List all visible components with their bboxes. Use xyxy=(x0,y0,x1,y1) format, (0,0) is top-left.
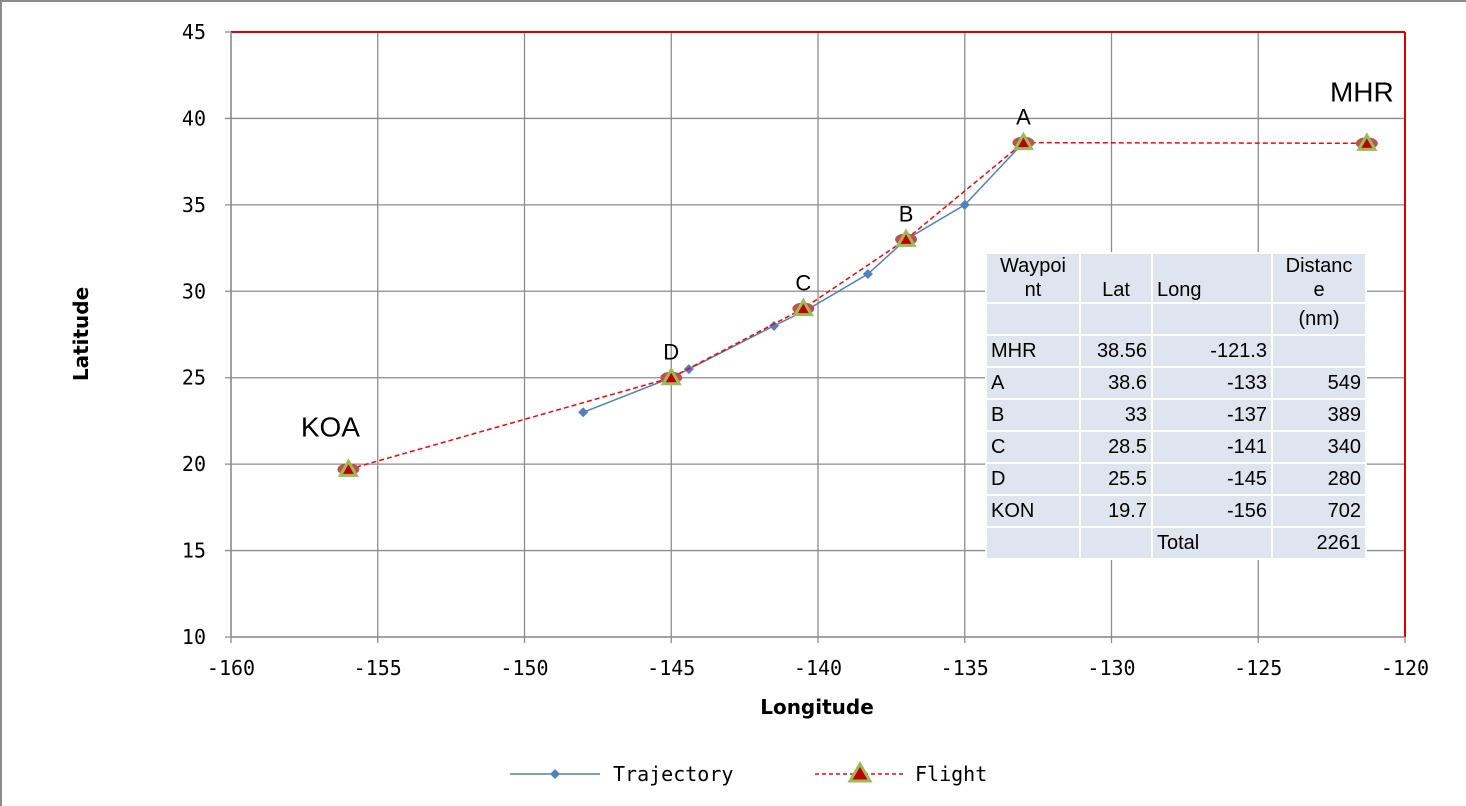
flight-line xyxy=(348,141,1367,471)
x-tick-label: -160 xyxy=(207,656,255,680)
annotation-label: A xyxy=(1016,105,1031,130)
waypoint-cell: C xyxy=(985,430,1081,464)
annotation-label: MHR xyxy=(1330,76,1394,107)
total-value: 2261 xyxy=(1271,526,1367,560)
series xyxy=(337,131,1378,477)
y-tick-label: 35 xyxy=(182,193,206,217)
flight-point xyxy=(660,366,682,386)
legend: Trajectory Flight xyxy=(510,761,987,786)
empty-cell xyxy=(985,302,1081,336)
header-waypoint-line2: nt xyxy=(1024,279,1042,301)
empty-cell xyxy=(1079,302,1153,336)
header-distance-line1: Distanc xyxy=(1285,255,1353,277)
waypoint-cell: D xyxy=(985,462,1081,496)
distance-cell: 549 xyxy=(1271,366,1367,400)
waypoint-table: Waypoi nt Lat Long Distanc e (nm) MHR 38… xyxy=(985,252,1367,560)
lat-cell: 33 xyxy=(1079,398,1153,432)
y-tick-label: 45 xyxy=(182,20,206,44)
x-tick-label: -140 xyxy=(794,656,842,680)
header-distance-unit: (nm) xyxy=(1271,302,1367,336)
table-row: KON 19.7 -156 702 xyxy=(985,494,1367,528)
x-tick-label: -145 xyxy=(647,656,695,680)
legend-label-flight: Flight xyxy=(915,762,987,786)
header-long: Long xyxy=(1151,252,1273,304)
waypoint-cell: MHR xyxy=(985,334,1081,368)
table-total-row: Total 2261 xyxy=(985,526,1367,560)
legend-item-flight: Flight xyxy=(815,761,987,786)
waypoint-cell: A xyxy=(985,366,1081,400)
table-header-units-row: (nm) xyxy=(985,302,1367,336)
diamond-marker-icon xyxy=(550,769,560,779)
long-cell: -145 xyxy=(1151,462,1273,496)
trajectory-point xyxy=(768,320,779,331)
waypoint-cell: KON xyxy=(985,494,1081,528)
table-header-row: Waypoi nt Lat Long Distanc e xyxy=(985,252,1367,304)
empty-cell xyxy=(985,526,1081,560)
x-tick-label: -150 xyxy=(500,656,548,680)
distance-cell: 389 xyxy=(1271,398,1367,432)
distance-cell xyxy=(1271,334,1367,368)
flight-point xyxy=(337,458,359,477)
lat-cell: 38.6 xyxy=(1079,366,1153,400)
empty-cell xyxy=(1151,302,1273,336)
y-tick-label: 15 xyxy=(182,539,206,563)
legend-label-trajectory: Trajectory xyxy=(613,762,733,786)
y-tick-label: 25 xyxy=(182,366,206,390)
lat-cell: 38.56 xyxy=(1079,334,1153,368)
x-axis-title: Longitude xyxy=(760,695,874,719)
table-row: D 25.5 -145 280 xyxy=(985,462,1367,496)
triangle-marker-icon xyxy=(847,761,873,783)
distance-cell: 280 xyxy=(1271,462,1367,496)
lat-cell: 25.5 xyxy=(1079,462,1153,496)
table-row: B 33 -137 389 xyxy=(985,398,1367,432)
header-waypoint-line1: Waypoi xyxy=(1000,255,1066,277)
total-label: Total xyxy=(1151,526,1273,560)
flight-point xyxy=(1356,132,1378,151)
long-cell: -137 xyxy=(1151,398,1273,432)
annotation-label: D xyxy=(663,340,679,365)
flight-point xyxy=(792,297,814,317)
header-distance: Distanc e xyxy=(1271,252,1367,304)
trajectory-point xyxy=(862,269,873,279)
y-tick-label: 30 xyxy=(182,279,206,303)
x-tick-label: -125 xyxy=(1234,656,1282,680)
lat-cell: 19.7 xyxy=(1079,494,1153,528)
annotation-label: KOA xyxy=(301,411,360,442)
lat-cell: 28.5 xyxy=(1079,430,1153,464)
waypoint-cell: B xyxy=(985,398,1081,432)
table-row: C 28.5 -141 340 xyxy=(985,430,1367,464)
distance-cell: 340 xyxy=(1271,430,1367,464)
distance-cell: 702 xyxy=(1271,494,1367,528)
table-row: MHR 38.56 -121.3 xyxy=(985,334,1367,368)
long-cell: -156 xyxy=(1151,494,1273,528)
y-tick-label: 20 xyxy=(182,452,206,476)
header-distance-line2: e xyxy=(1313,279,1325,301)
annotation-label: B xyxy=(899,201,914,226)
annotation-label: C xyxy=(795,271,811,296)
long-cell: -121.3 xyxy=(1151,334,1273,368)
y-tick-label: 40 xyxy=(182,106,206,130)
tick-labels: 10 15 20 25 30 35 40 45 -160 -155 -150 -145 -140 -135… xyxy=(182,20,1429,680)
header-waypoint: Waypoi nt xyxy=(985,252,1081,304)
x-tick-label: -130 xyxy=(1087,656,1135,680)
table-row: A 38.6 -133 549 xyxy=(985,366,1367,400)
x-tick-label: -155 xyxy=(354,656,402,680)
legend-item-trajectory: Trajectory xyxy=(510,762,733,786)
x-tick-label: -120 xyxy=(1381,656,1429,680)
trajectory-point xyxy=(578,407,589,418)
flight-point xyxy=(1012,131,1035,151)
y-tick-label: 10 xyxy=(182,625,206,649)
flight-point xyxy=(895,228,917,247)
header-lat: Lat xyxy=(1079,252,1153,304)
long-cell: -141 xyxy=(1151,430,1273,464)
empty-cell xyxy=(1079,526,1153,560)
long-cell: -133 xyxy=(1151,366,1273,400)
trajectory-point xyxy=(959,199,970,210)
x-tick-label: -135 xyxy=(941,656,989,680)
y-axis-title: Latitude xyxy=(69,287,93,381)
